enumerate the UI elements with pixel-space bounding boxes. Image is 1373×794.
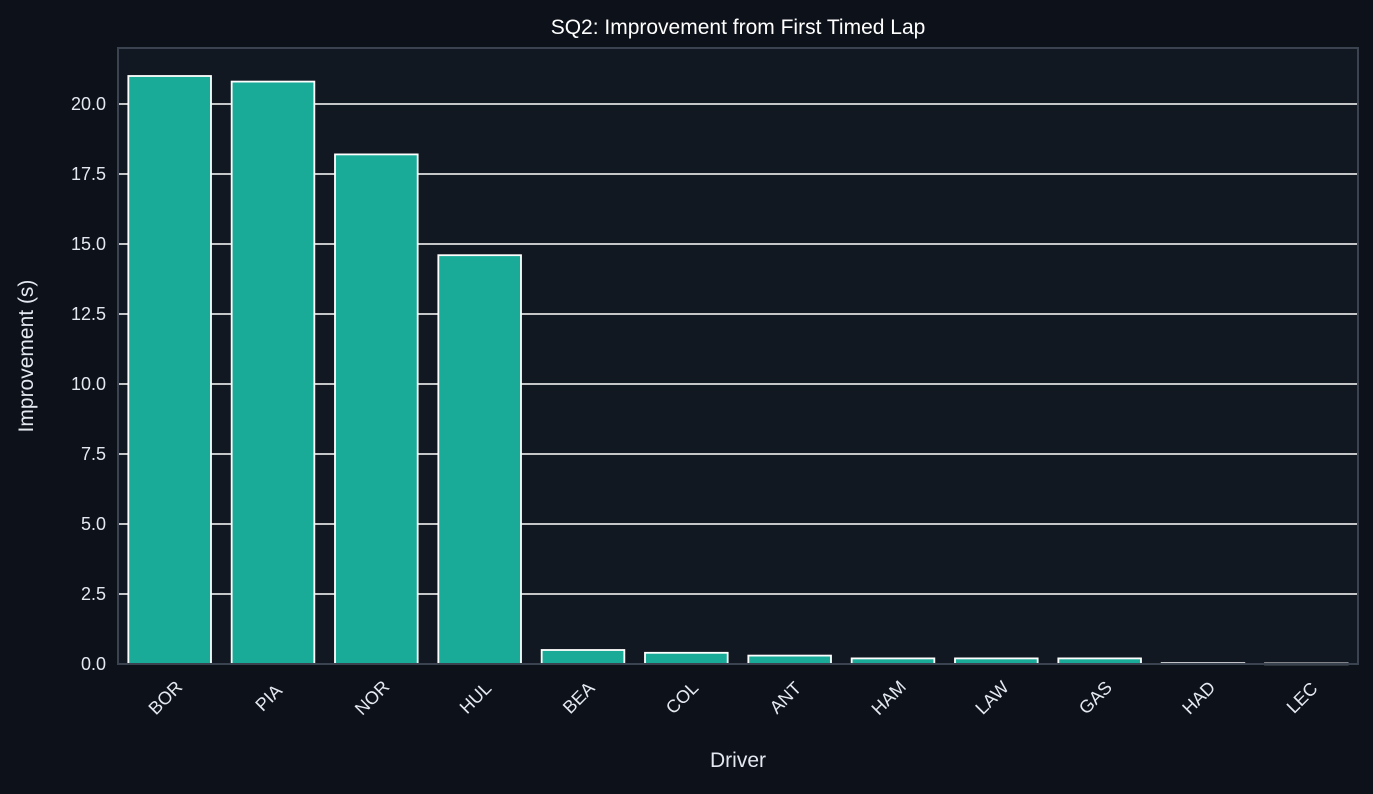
y-tick-label: 2.5 (81, 584, 106, 604)
y-tick-label: 20.0 (71, 94, 106, 114)
y-tick-label: 17.5 (71, 164, 106, 184)
x-axis-label: Driver (710, 749, 766, 772)
y-tick-label: 7.5 (81, 444, 106, 464)
y-tick-label: 12.5 (71, 304, 106, 324)
bar-col (644, 651, 729, 665)
grid-lines (118, 103, 1358, 595)
plot-frame (117, 47, 1359, 665)
y-tick-label: 15.0 (71, 234, 106, 254)
bar-hul (437, 254, 522, 665)
chart-title: SQ2: Improvement from First Timed Lap (551, 16, 926, 39)
y-tick-label: 10.0 (71, 374, 106, 394)
bar-nor (334, 153, 419, 665)
bar-pia (230, 80, 316, 665)
y-tick-label: 5.0 (81, 514, 106, 534)
y-axis-ticks: 0.0 2.5 5.0 7.5 10.0 12.5 15.0 17.5 20.0 (71, 94, 106, 674)
y-axis-label: Improvement (s) (15, 280, 38, 433)
bar-bor (127, 75, 212, 665)
bar-ant (747, 654, 832, 665)
bars (127, 75, 1349, 666)
y-tick-label: 0.0 (81, 654, 106, 674)
bar-bea (540, 649, 626, 665)
plot-area (118, 48, 1358, 664)
